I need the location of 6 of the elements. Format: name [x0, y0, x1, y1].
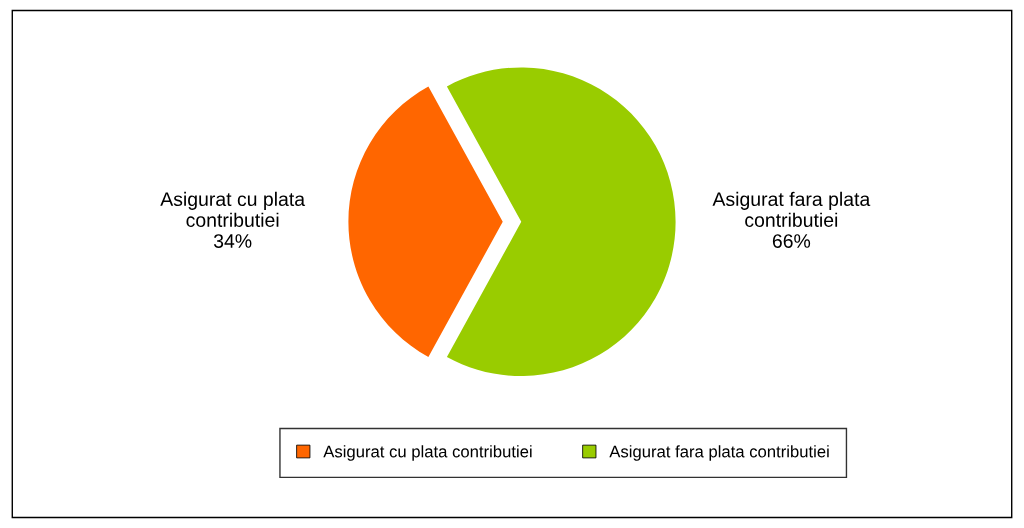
slice-label: Asigurat cu plata contributiei: [160, 191, 306, 227]
legend-label: Asigurat cu plata contributiei: [323, 445, 532, 461]
data-label: 34%: [213, 234, 252, 248]
data-label: 66%: [772, 234, 811, 248]
legend-label: Asigurat fara plata contributiei: [609, 445, 829, 461]
slice-label: Asigurat fara plata contributiei: [712, 191, 871, 227]
